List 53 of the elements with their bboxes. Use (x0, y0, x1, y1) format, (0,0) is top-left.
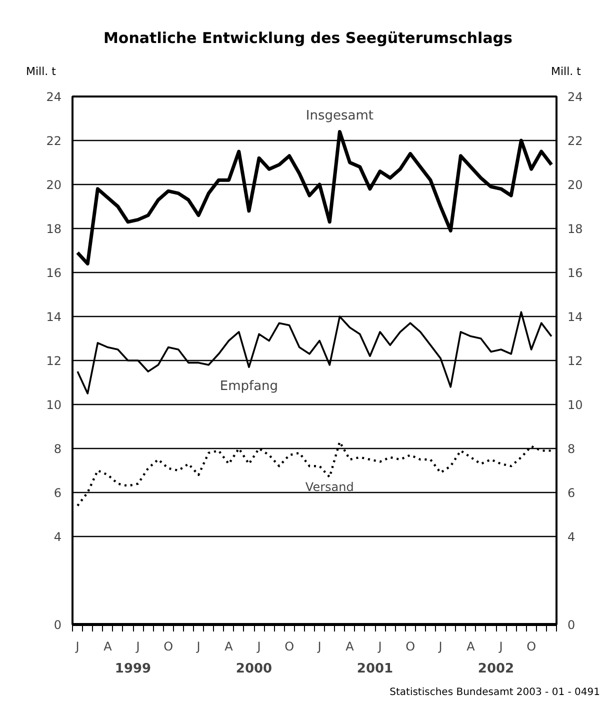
y-tick-label: 4 (54, 530, 62, 544)
y-tick-label: 14 (46, 310, 62, 324)
x-tick-label: O (526, 640, 536, 654)
chart-title: Monatliche Entwicklung des Seegüterumschlags (102, 28, 514, 49)
y2-tick-label: 8 (568, 442, 576, 456)
y2-tick-label: 18 (568, 222, 583, 236)
y-tick-label: 22 (46, 134, 62, 148)
y2-axis-title: Mill. t (551, 64, 581, 80)
x-tick-label: J (256, 640, 261, 654)
line-series (76, 440, 553, 507)
series-label: Versand (305, 480, 354, 494)
y-tick-label: 18 (46, 222, 62, 236)
x-tick-label: J (135, 640, 140, 654)
y-tick-label: 24 (46, 90, 62, 104)
y2-tick-label: 16 (568, 266, 583, 280)
x-tick-label: A (224, 640, 234, 654)
y2-tick-label: 10 (568, 398, 583, 412)
x-tick-label: O (406, 640, 416, 654)
text: 2002 (478, 662, 514, 676)
x-tick-label: A (104, 640, 113, 654)
x-tick-label: A (346, 640, 355, 654)
y2-tick-label: 0 (568, 618, 576, 632)
y2-tick-label: 14 (568, 310, 583, 324)
y-tick-label: 10 (46, 398, 62, 412)
text: 2000 (236, 662, 272, 676)
line-series (76, 311, 552, 394)
x-tick-label: J (498, 640, 503, 654)
x-tick-label: J (196, 640, 200, 654)
text: Statistisches Bundesamt 2003 - 01 - 0491 (390, 686, 600, 700)
x-tick-label: J (377, 640, 382, 654)
series-label: Empfang (220, 379, 278, 394)
y-tick-label: 20 (46, 178, 62, 192)
text: 1999 (114, 662, 152, 676)
x-tick-label: A (466, 640, 476, 654)
text: 2001 (356, 662, 394, 676)
y-axis-title: Mill. t (26, 64, 56, 80)
x-tick-label: O (164, 640, 174, 654)
y2-tick-label: 4 (568, 530, 576, 544)
y2-tick-label: 12 (568, 354, 583, 368)
y-tick-label: 16 (46, 266, 62, 280)
x-tick-label: J (438, 640, 442, 654)
y2-tick-label: 6 (568, 486, 576, 500)
series-label: Insgesamt (306, 108, 374, 124)
y2-tick-label: 24 (568, 90, 583, 104)
y-tick-label: 0 (54, 618, 62, 632)
y-tick-label: 12 (46, 354, 62, 368)
y2-tick-label: 20 (568, 178, 583, 192)
y-tick-label: 8 (54, 442, 62, 456)
x-tick-label: O (284, 640, 294, 654)
y-tick-label: 6 (54, 486, 62, 500)
x-tick-label: J (74, 640, 80, 654)
x-tick-label: J (316, 640, 322, 654)
y2-tick-label: 22 (568, 134, 583, 148)
